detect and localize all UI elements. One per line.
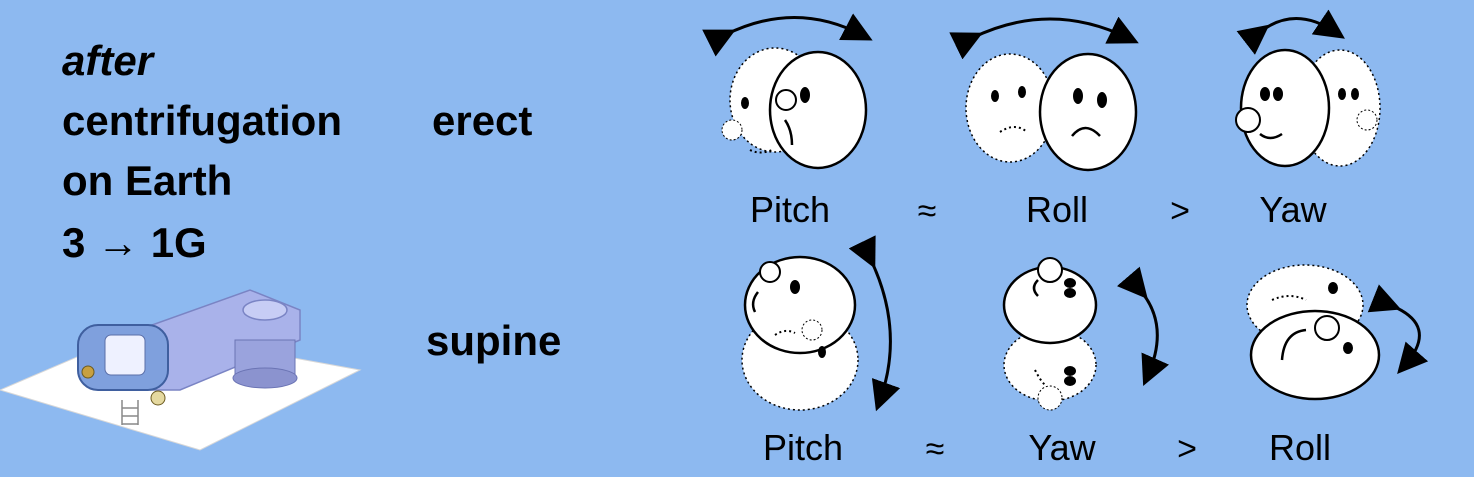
head-erect-roll bbox=[949, 16, 1139, 172]
condition-supine: supine bbox=[426, 317, 562, 364]
head-supine-pitch bbox=[741, 235, 901, 412]
device-knob bbox=[81, 365, 95, 379]
label-supine-pitch: Pitch bbox=[763, 427, 843, 468]
label-erect-pitch: Pitch bbox=[750, 189, 830, 230]
label-supine-approx: ≈ bbox=[926, 430, 945, 468]
rotation-arrow-supine-yaw bbox=[1116, 266, 1169, 386]
label-erect-approx: ≈ bbox=[918, 192, 937, 230]
title-line-centrifugation: centrifugation bbox=[62, 97, 342, 144]
head-erect-pitch bbox=[702, 13, 873, 170]
title-line-after: after bbox=[62, 37, 154, 84]
rotation-arrow-supine-pitch bbox=[848, 235, 901, 412]
label-supine-yaw: Yaw bbox=[1028, 427, 1096, 468]
title-line-gravity: 3 → 1G bbox=[62, 222, 207, 264]
head-erect-yaw bbox=[1235, 9, 1381, 168]
rotation-arrow-erect-pitch bbox=[702, 13, 873, 57]
condition-erect: erect bbox=[432, 97, 533, 144]
head-supine-roll bbox=[1246, 264, 1429, 401]
label-erect-yaw: Yaw bbox=[1259, 189, 1327, 230]
device-wheel bbox=[150, 390, 166, 406]
device-base-foot bbox=[232, 367, 298, 389]
centrifuge-device-illustration bbox=[0, 289, 362, 451]
device-cab bbox=[104, 334, 146, 376]
title-line-on-earth: on Earth bbox=[62, 157, 233, 204]
rotation-arrow-erect-roll bbox=[949, 16, 1139, 60]
label-supine-gt: > bbox=[1177, 430, 1197, 468]
label-erect-gt: > bbox=[1170, 192, 1190, 230]
label-erect-roll: Roll bbox=[1026, 189, 1088, 230]
rotation-arrow-supine-roll bbox=[1367, 284, 1429, 375]
gravity-arrow: → bbox=[97, 219, 140, 266]
rotation-arrow-erect-yaw bbox=[1236, 9, 1345, 55]
label-supine-roll: Roll bbox=[1269, 427, 1331, 468]
device-hub bbox=[242, 299, 288, 321]
gravity-to: 1G bbox=[150, 219, 207, 266]
head-supine-yaw bbox=[1002, 257, 1169, 411]
heads-illustration: Pitch ≈ Roll > Yaw bbox=[702, 9, 1429, 468]
device-stairs bbox=[121, 400, 139, 425]
gravity-from: 3 bbox=[62, 219, 86, 266]
